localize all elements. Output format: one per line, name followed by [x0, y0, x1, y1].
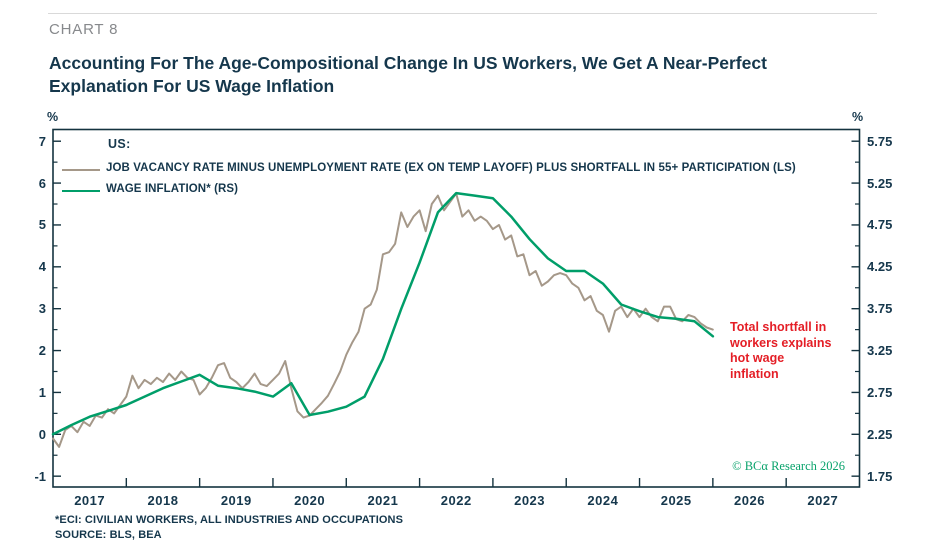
right-axis-tick-label: 4.25 [867, 259, 893, 275]
left-axis-tick-label: 3 [38, 301, 46, 317]
x-axis-year-label: 2018 [147, 493, 179, 508]
left-axis-tick-label: -1 [34, 468, 46, 484]
right-axis-tick-label: 2.75 [867, 384, 893, 400]
series-line-shortfall [52, 192, 714, 448]
annotation-line: workers explains [730, 335, 832, 350]
legend-label: JOB VACANCY RATE MINUS UNEMPLOYMENT RATE… [106, 162, 796, 174]
left-axis-tick-label: 7 [38, 133, 46, 149]
right-axis-tick-label: 2.25 [867, 426, 893, 442]
right-axis-unit: % [852, 110, 864, 124]
x-axis-year-label: 2024 [587, 493, 619, 508]
footnote-eci: *ECI: CIVILIAN WORKERS, ALL INDUSTRIES A… [55, 514, 404, 526]
left-axis-tick-label: 6 [38, 175, 46, 191]
x-axis-year-label: 2025 [660, 493, 692, 508]
right-axis-tick-label: 3.25 [867, 343, 893, 359]
left-axis-tick-label: 1 [38, 384, 46, 400]
left-axis-tick-label: 5 [38, 217, 46, 233]
chart-number: CHART 8 [49, 21, 119, 38]
annotation-line: Total shortfall in [730, 320, 827, 334]
x-axis-year-label: 2023 [514, 493, 546, 508]
x-axis-year-label: 2026 [734, 493, 765, 508]
footnote-source: SOURCE: BLS, BEA [55, 529, 162, 541]
annotation-line: inflation [730, 366, 779, 381]
x-axis-year-label: 2019 [220, 493, 252, 508]
right-axis-tick-label: 5.25 [867, 175, 893, 191]
left-axis-tick-label: 4 [38, 259, 46, 275]
chart-title-line1: Accounting For The Age-Compositional Cha… [49, 53, 767, 73]
series-line-wage-inflation [51, 191, 715, 436]
left-axis-unit: % [47, 110, 59, 124]
x-axis-year-label: 2021 [367, 493, 399, 508]
legend-swatch-wage-inflation [62, 190, 100, 192]
annotation-line: hot wage [730, 351, 785, 365]
x-axis-year-label: 2022 [440, 493, 472, 508]
left-axis-tick-label: 0 [38, 426, 46, 442]
chart-title-line2: Explanation For US Wage Inflation [49, 76, 335, 96]
x-axis-year-label: 2017 [74, 493, 106, 508]
legend-group-label: US: [108, 137, 131, 151]
right-axis-tick-label: 4.75 [867, 217, 893, 233]
x-axis-year-label: 2027 [807, 493, 839, 508]
x-axis-year-label: 2020 [294, 493, 326, 508]
right-axis-tick-label: 3.75 [867, 301, 893, 317]
right-axis-tick-label: 5.75 [867, 133, 893, 149]
chart-annotation: Total shortfall in workers explains hot wa… [730, 320, 850, 382]
top-divider [48, 13, 877, 14]
legend-label: WAGE INFLATION* (RS) [106, 183, 239, 195]
left-axis-tick-label: 2 [38, 343, 46, 359]
copyright-notice: © BCα Research 2026 [732, 459, 845, 473]
legend-swatch-shortfall [62, 169, 100, 171]
right-axis-tick-label: 1.75 [867, 468, 893, 484]
